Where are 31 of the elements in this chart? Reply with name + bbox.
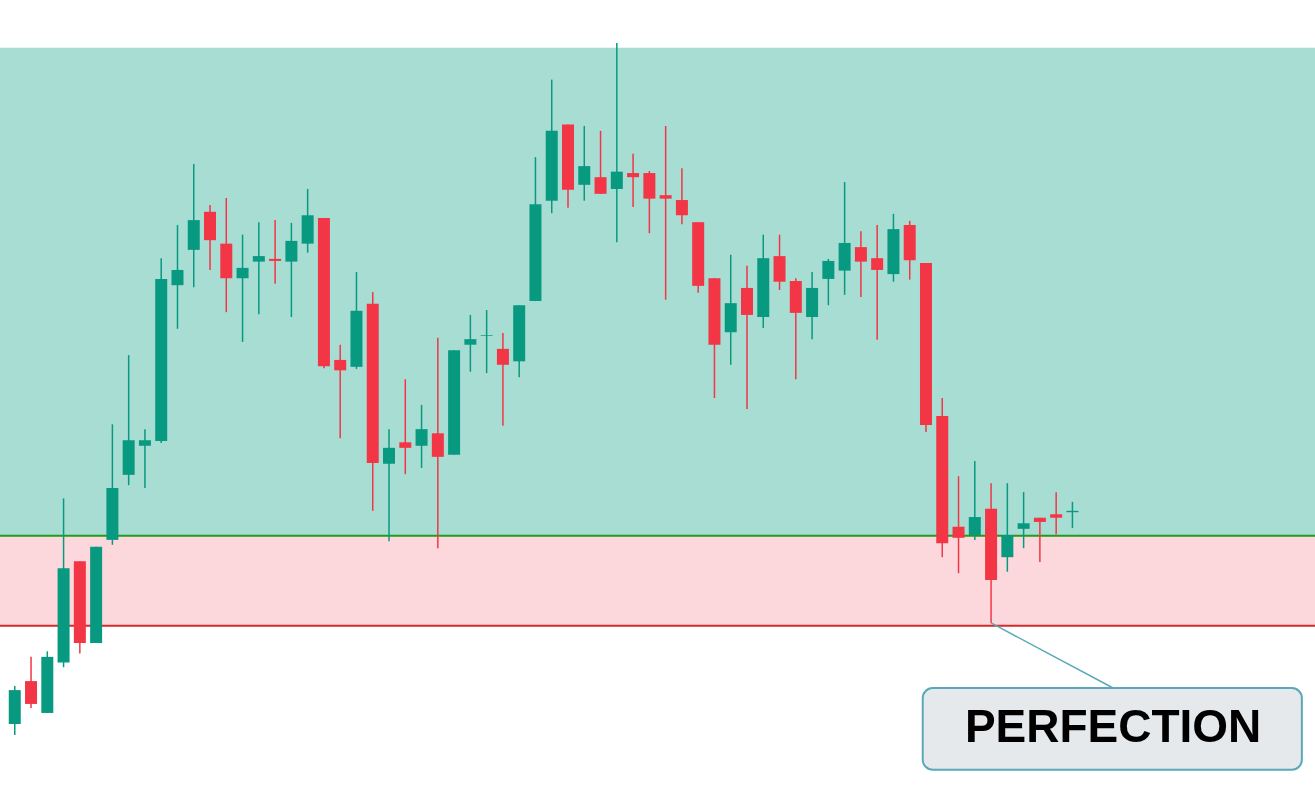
annotation: PERFECTION [964,700,1262,753]
candlestick [627,152,640,208]
candlestick [399,378,412,475]
candlestick [171,224,184,330]
candlestick [236,233,249,343]
candlestick [25,656,38,709]
candlestick [269,219,282,285]
candlestick [138,428,151,489]
candlestick [675,167,688,226]
candlestick [968,460,981,541]
candlestick [871,224,884,341]
candlestick [952,475,965,574]
candlestick [415,404,428,469]
candlestick [252,221,265,315]
candlestick [854,230,867,298]
candlestick [334,343,347,439]
candlestick [578,125,591,202]
candlestick [1001,482,1014,573]
candlestick [1050,491,1063,536]
candlestick [285,222,298,318]
candlestick [659,125,672,301]
candlestick [822,258,835,306]
candlestick [383,428,396,543]
candlestick [464,314,477,373]
candlestick [1033,517,1046,563]
candlestick [594,130,607,195]
candlestick [1017,491,1030,549]
candlestick [610,42,623,244]
candlestick [496,332,509,427]
candlestick [480,309,493,374]
candlestick [431,337,444,549]
